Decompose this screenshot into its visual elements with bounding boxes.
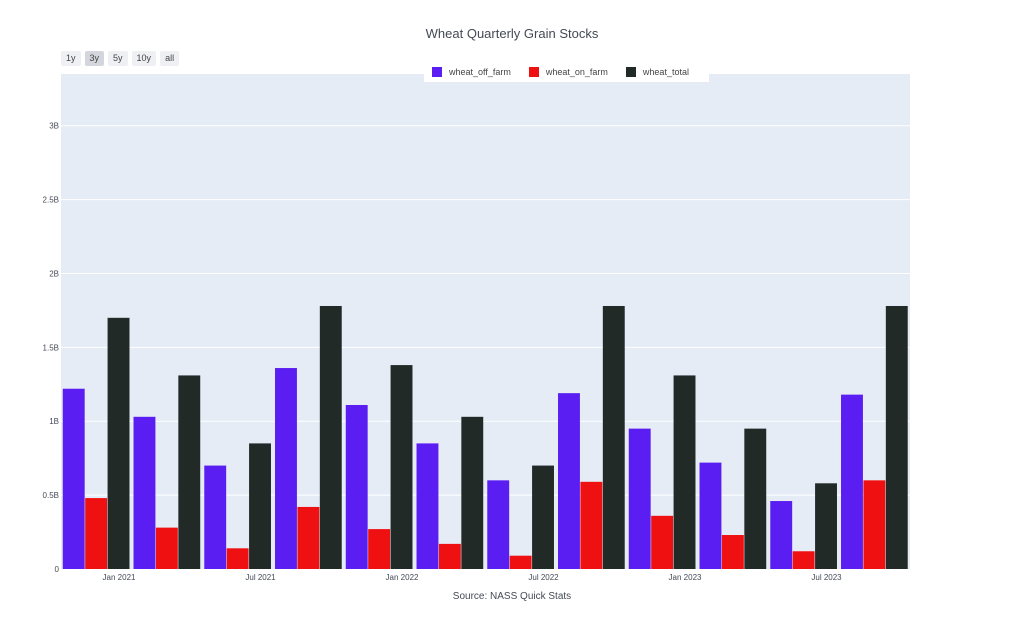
bar-wheat_total xyxy=(178,375,201,569)
bar-wheat_on_farm xyxy=(863,480,886,569)
bar-wheat_total xyxy=(390,365,413,569)
legend-swatch xyxy=(625,67,636,77)
legend-swatch xyxy=(432,67,442,77)
x-tick-label: Jan 2021 xyxy=(103,573,136,582)
x-tick-label: Jul 2022 xyxy=(528,573,559,582)
legend-label: wheat_total xyxy=(642,67,689,77)
bar-wheat_on_farm xyxy=(580,481,603,569)
bar-wheat_off_farm xyxy=(699,462,722,569)
bar-wheat_off_farm xyxy=(487,480,510,569)
bar-wheat_on_farm xyxy=(297,506,320,569)
bar-wheat_on_farm xyxy=(721,535,744,569)
range-button-all[interactable]: all xyxy=(160,51,180,66)
bar-wheat_on_farm xyxy=(509,555,532,569)
legend-swatch xyxy=(528,67,539,77)
bar-wheat_on_farm xyxy=(438,543,461,569)
y-tick-label: 0 xyxy=(55,565,60,574)
bar-wheat_off_farm xyxy=(345,404,368,569)
y-tick-label: 1.5B xyxy=(43,343,59,352)
x-tick-label: Jul 2021 xyxy=(245,573,276,582)
bar-wheat_total xyxy=(107,317,130,569)
bar-wheat_off_farm xyxy=(416,443,439,569)
range-button-10y[interactable]: 10y xyxy=(131,51,157,66)
gridlines xyxy=(61,125,910,496)
y-tick-label: 1B xyxy=(49,417,59,426)
bars xyxy=(62,305,908,569)
bar-wheat_on_farm xyxy=(792,551,815,569)
bar-wheat_on_farm xyxy=(155,527,178,569)
range-button-1y[interactable]: 1y xyxy=(61,51,81,66)
bar-wheat_off_farm xyxy=(558,393,580,569)
legend-item-wheat-on-farm[interactable]: wheat_on_farm xyxy=(528,67,608,77)
plot-area xyxy=(61,74,910,569)
x-axis-ticks: Jan 2021 Jul 2021 Jan 2022 Jul 2022 Jan 2023… xyxy=(103,573,843,582)
bar-wheat_off_farm xyxy=(841,394,863,569)
bar-wheat_on_farm xyxy=(368,529,391,569)
legend-label: wheat_on_farm xyxy=(545,67,608,77)
bar-wheat_on_farm xyxy=(85,498,108,569)
x-tick-label: Jan 2023 xyxy=(669,573,702,582)
x-axis-caption: Source: NASS Quick Stats xyxy=(452,591,572,602)
bar-wheat_total xyxy=(885,305,908,569)
bar-wheat_off_farm xyxy=(204,465,227,569)
bar-wheat_total xyxy=(532,465,554,569)
bar-wheat_off_farm xyxy=(275,368,297,569)
bar-wheat_on_farm xyxy=(651,515,674,569)
legend-label: wheat_off_farm xyxy=(449,67,511,77)
chart-title: Wheat Quarterly Grain Stocks xyxy=(425,26,599,41)
bar-wheat_total xyxy=(461,416,484,569)
bar-wheat_total xyxy=(744,428,767,569)
bar-wheat_on_farm xyxy=(226,548,249,569)
y-axis-ticks: 0 0.5B 1B 1.5B 2B 2.5B 3B xyxy=(43,122,60,574)
bar-wheat_off_farm xyxy=(133,416,156,569)
y-tick-label: 3B xyxy=(49,122,59,131)
bar-wheat_off_farm xyxy=(62,388,85,569)
x-tick-label: Jan 2022 xyxy=(386,573,419,582)
y-tick-label: 2B xyxy=(49,269,59,278)
legend-item-wheat-off-farm[interactable]: wheat_off_farm xyxy=(432,67,511,77)
range-button-5y[interactable]: 5y xyxy=(108,51,128,66)
y-tick-label: 2.5B xyxy=(43,196,59,205)
range-selector: 1y 3y 5y 10y all xyxy=(61,51,180,66)
y-tick-label: 0.5B xyxy=(43,491,59,500)
range-button-3y[interactable]: 3y xyxy=(84,51,105,66)
bar-wheat_total xyxy=(602,305,625,569)
bar-wheat_total xyxy=(815,483,837,569)
legend: wheat_off_farm wheat_on_farm wheat_total xyxy=(424,62,709,82)
bar-wheat_off_farm xyxy=(628,428,651,569)
legend-item-wheat-total[interactable]: wheat_total xyxy=(625,67,689,77)
bar-wheat_total xyxy=(319,305,342,569)
x-tick-label: Jul 2023 xyxy=(811,573,842,582)
bar-wheat_total xyxy=(249,443,271,569)
bar-wheat_off_farm xyxy=(770,501,793,569)
bar-wheat_total xyxy=(673,375,696,569)
